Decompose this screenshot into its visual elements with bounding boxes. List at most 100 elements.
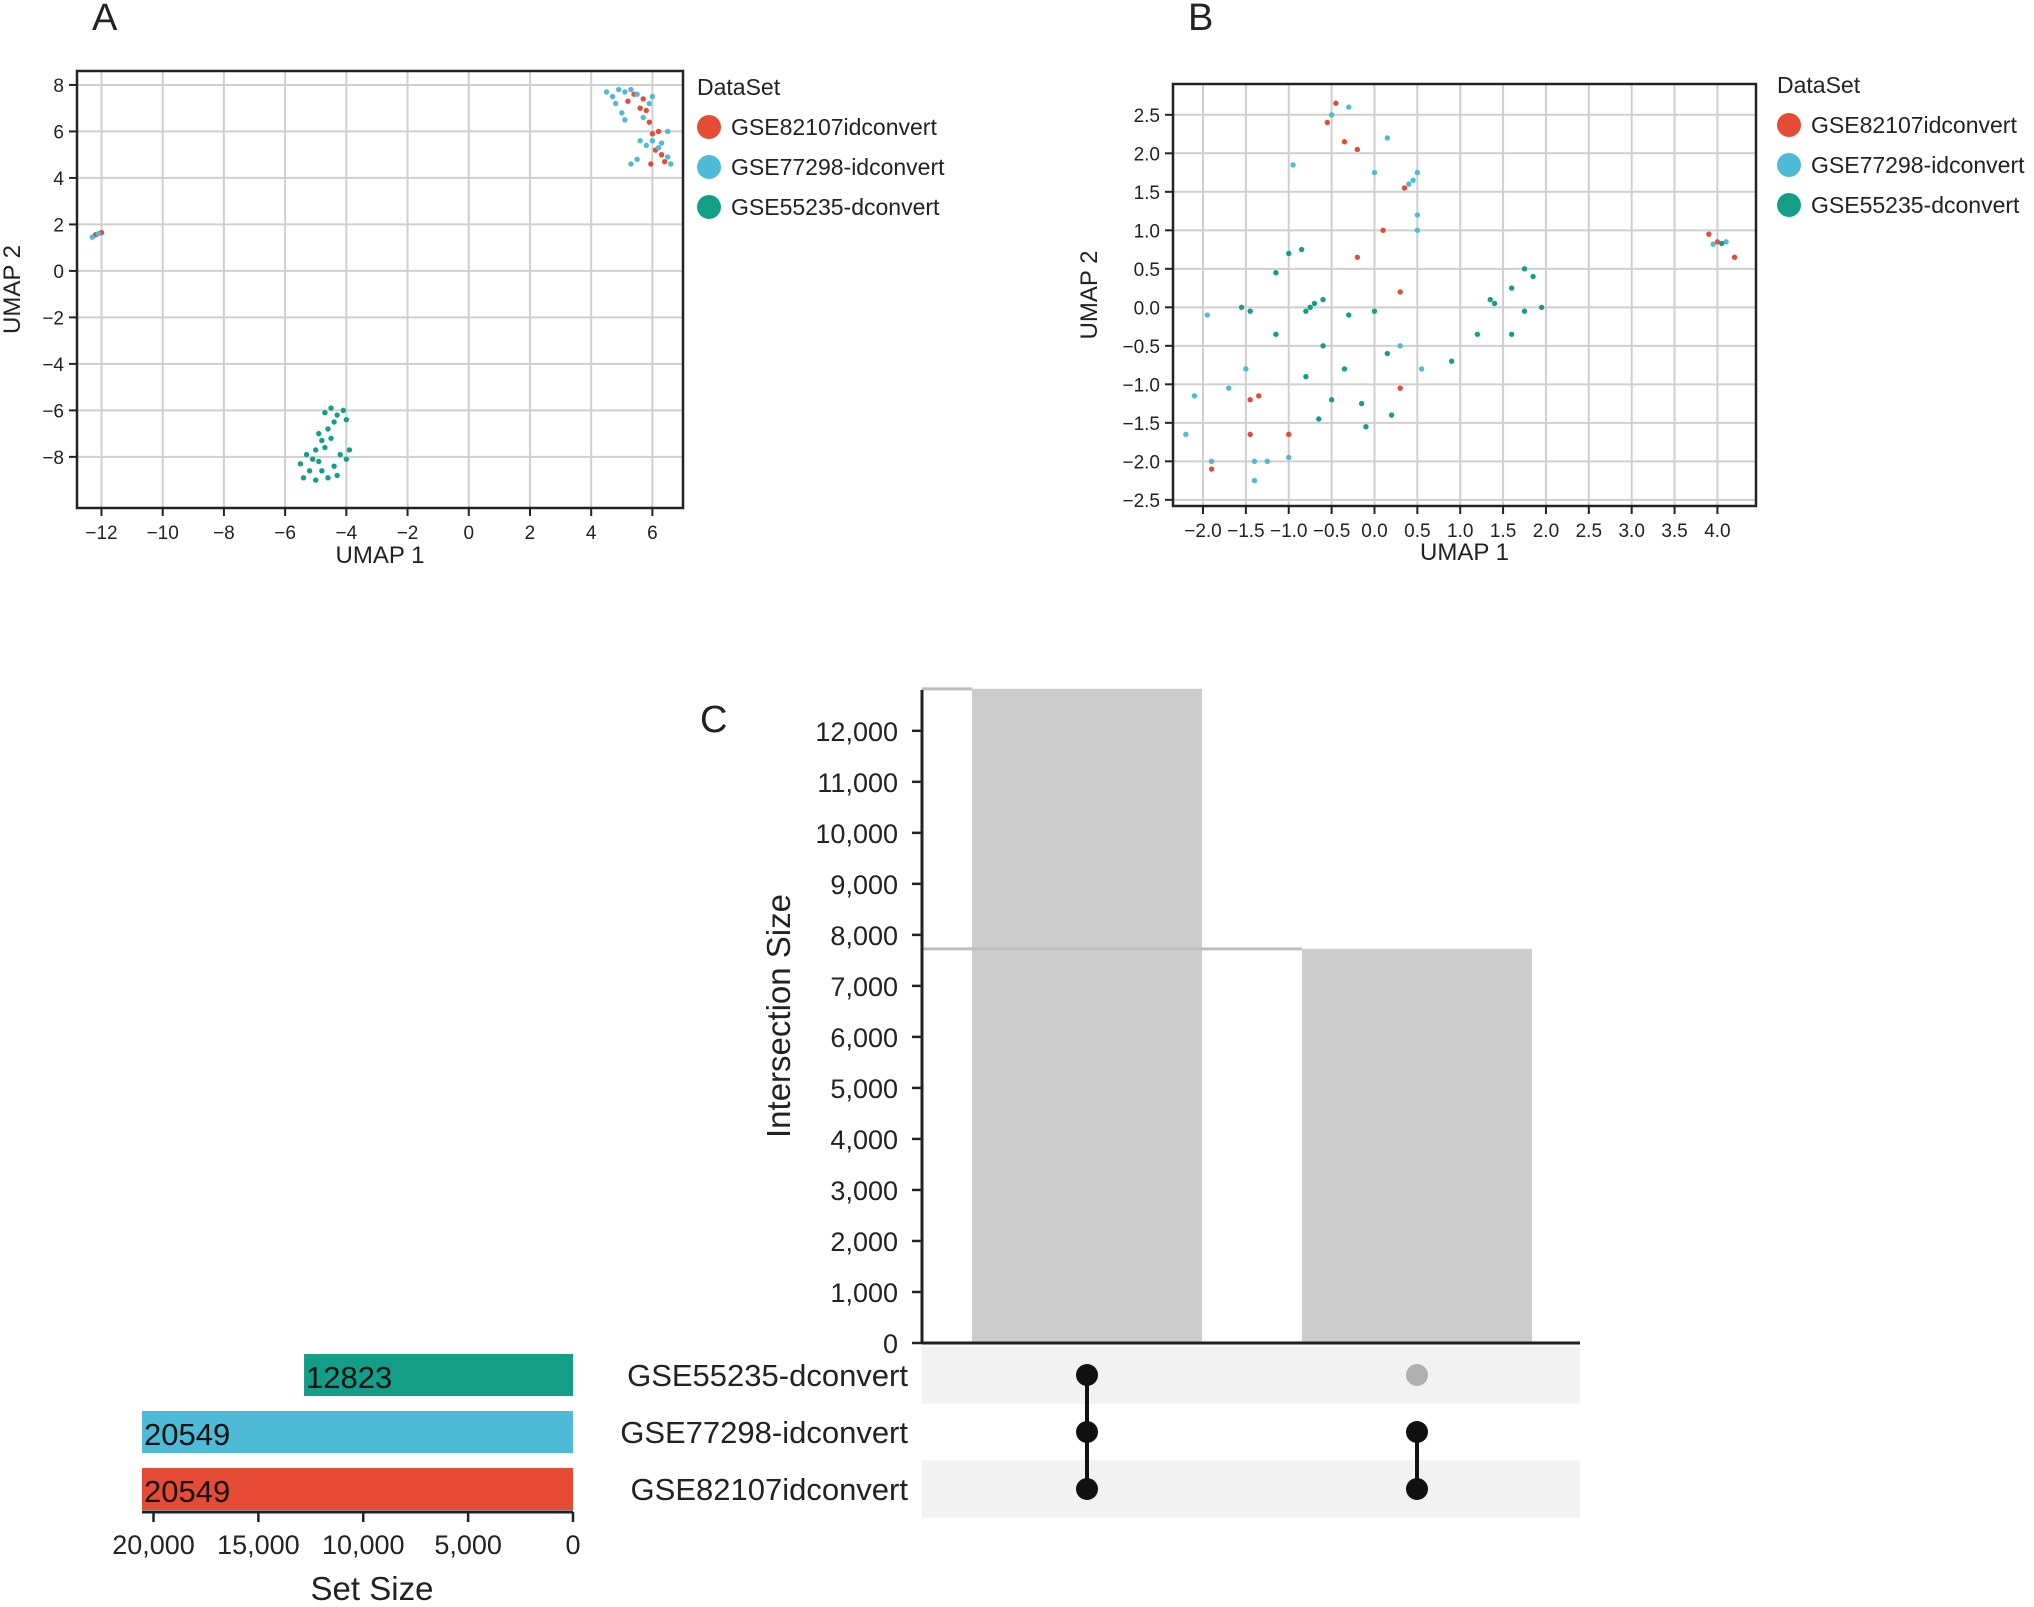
b-y-tick-label: −1.5 [1122, 414, 1160, 435]
a-point [328, 435, 334, 441]
panel-a-label: A [92, 0, 118, 39]
b-point [1311, 300, 1318, 307]
b-point [1714, 239, 1721, 245]
a-point [95, 231, 102, 237]
panel-a-y-axis-title: UMAP 2 [0, 245, 26, 334]
b-point [1298, 246, 1305, 253]
b-point [1264, 458, 1271, 465]
a-point [603, 89, 610, 95]
b-point [1719, 240, 1725, 247]
b-point [1286, 454, 1292, 461]
a-y-tick-label: 4 [53, 169, 64, 190]
a-point [609, 93, 616, 100]
a-legend-swatch [697, 155, 721, 179]
panel-b-points [1183, 100, 1738, 484]
b-point [1418, 366, 1425, 372]
a-point [331, 463, 337, 469]
intersection-y-tick-label: 12,000 [815, 717, 898, 747]
b-y-tick-label: −2.0 [1122, 452, 1160, 473]
b-x-tick-label: −1.5 [1227, 521, 1265, 542]
b-point [1273, 269, 1279, 276]
b-point [1487, 296, 1493, 303]
set-size-tick-label: 15,000 [217, 1530, 300, 1560]
b-x-tick-label: 3.5 [1661, 521, 1687, 542]
a-point [628, 161, 634, 167]
b-point [1414, 169, 1421, 176]
set-size-tick-label: 10,000 [322, 1530, 405, 1560]
a-y-tick-label: 2 [53, 215, 64, 236]
intersection-bar [1302, 948, 1532, 1343]
a-x-tick-label: 0 [463, 523, 474, 544]
b-point [1397, 289, 1403, 295]
a-y-tick-label: −2 [42, 308, 64, 329]
b-point [1384, 350, 1391, 357]
a-point [325, 426, 331, 432]
panel-a-legend: DataSet GSE82107idconvert GSE77298-idconve… [697, 74, 945, 220]
matrix-row-band [922, 1460, 1580, 1518]
b-point [1247, 397, 1253, 403]
b-point [1273, 331, 1279, 337]
a-point [346, 447, 353, 453]
a-x-tick-label: −8 [213, 523, 235, 544]
a-point [322, 444, 328, 451]
a-x-tick-label: 2 [525, 523, 536, 544]
a-point [634, 156, 640, 163]
b-point [1316, 416, 1322, 422]
b-x-tick-label: −0.5 [1313, 521, 1351, 542]
b-x-tick-label: −1.0 [1270, 521, 1308, 542]
intersection-y-tick-label: 7,000 [830, 972, 898, 1002]
b-point [1397, 343, 1403, 349]
intersection-y-tick-label: 6,000 [830, 1023, 898, 1053]
panel-b-umap: B −2.0 −1.5 −1.0 −0.5 0.0 0.5 1.0 1.5 2.0 2.5 3.0 3… [1076, 0, 2025, 566]
b-y-tick-label: −0.5 [1122, 337, 1160, 358]
b-point [1508, 331, 1515, 337]
b-point [1303, 373, 1309, 380]
a-point [319, 468, 325, 474]
a-legend-title: DataSet [697, 74, 781, 100]
a-point [322, 409, 328, 416]
matrix-row-band [922, 1346, 1580, 1404]
a-point [658, 151, 665, 158]
b-y-tick-label: 1.0 [1134, 221, 1160, 242]
set-size-tick-label: 20,000 [112, 1530, 195, 1560]
b-point [1354, 146, 1361, 153]
intersection-y-tick-label: 0 [883, 1329, 898, 1359]
intersection-y-tick-label: 10,000 [815, 819, 898, 849]
matrix-dot-filled [1076, 1364, 1098, 1386]
a-point [640, 96, 646, 102]
b-point [1251, 477, 1258, 484]
a-point [316, 430, 322, 437]
set-size-bar [304, 1354, 573, 1396]
b-point [1371, 308, 1378, 314]
b-point [1491, 300, 1498, 307]
a-point [331, 419, 337, 425]
a-point [628, 86, 634, 93]
b-point [1406, 181, 1412, 187]
intersection-y-tick-label: 9,000 [830, 870, 898, 900]
panel-c-set-size-bars: 12823 20549 20549 [142, 1354, 573, 1510]
b-point [1346, 104, 1352, 110]
a-point [655, 145, 662, 151]
a-point [89, 234, 96, 240]
b-x-tick-label: 3.0 [1618, 521, 1644, 542]
set-size-value-label: 12823 [306, 1360, 392, 1395]
a-point [649, 131, 656, 137]
b-point [1320, 296, 1326, 303]
a-legend-label: GSE82107idconvert [731, 114, 937, 140]
a-point [661, 158, 668, 165]
panel-c-y-axis-title: Intersection Size [760, 894, 797, 1138]
a-point [648, 161, 654, 167]
intersection-y-tick-label: 4,000 [830, 1125, 898, 1155]
b-y-tick-label: 2.5 [1134, 106, 1160, 127]
panel-a-axes: −12 −10 −8 −6 −4 −2 0 2 4 6 8 6 4 2 0 −2 −4 −6 −8 [42, 69, 685, 544]
matrix-dot-filled [1076, 1478, 1098, 1500]
b-point [1328, 397, 1335, 403]
a-x-tick-label: −6 [274, 523, 296, 544]
a-legend-label: GSE55235-dconvert [731, 194, 940, 220]
b-point [1204, 312, 1210, 318]
b-point [1414, 227, 1421, 234]
b-y-tick-label: 0.0 [1134, 298, 1160, 319]
b-point [1191, 393, 1198, 399]
panel-b-legend: DataSet GSE82107idconvert GSE77298-idconve… [1777, 72, 2025, 218]
b-legend-label: GSE82107idconvert [1811, 112, 2017, 138]
